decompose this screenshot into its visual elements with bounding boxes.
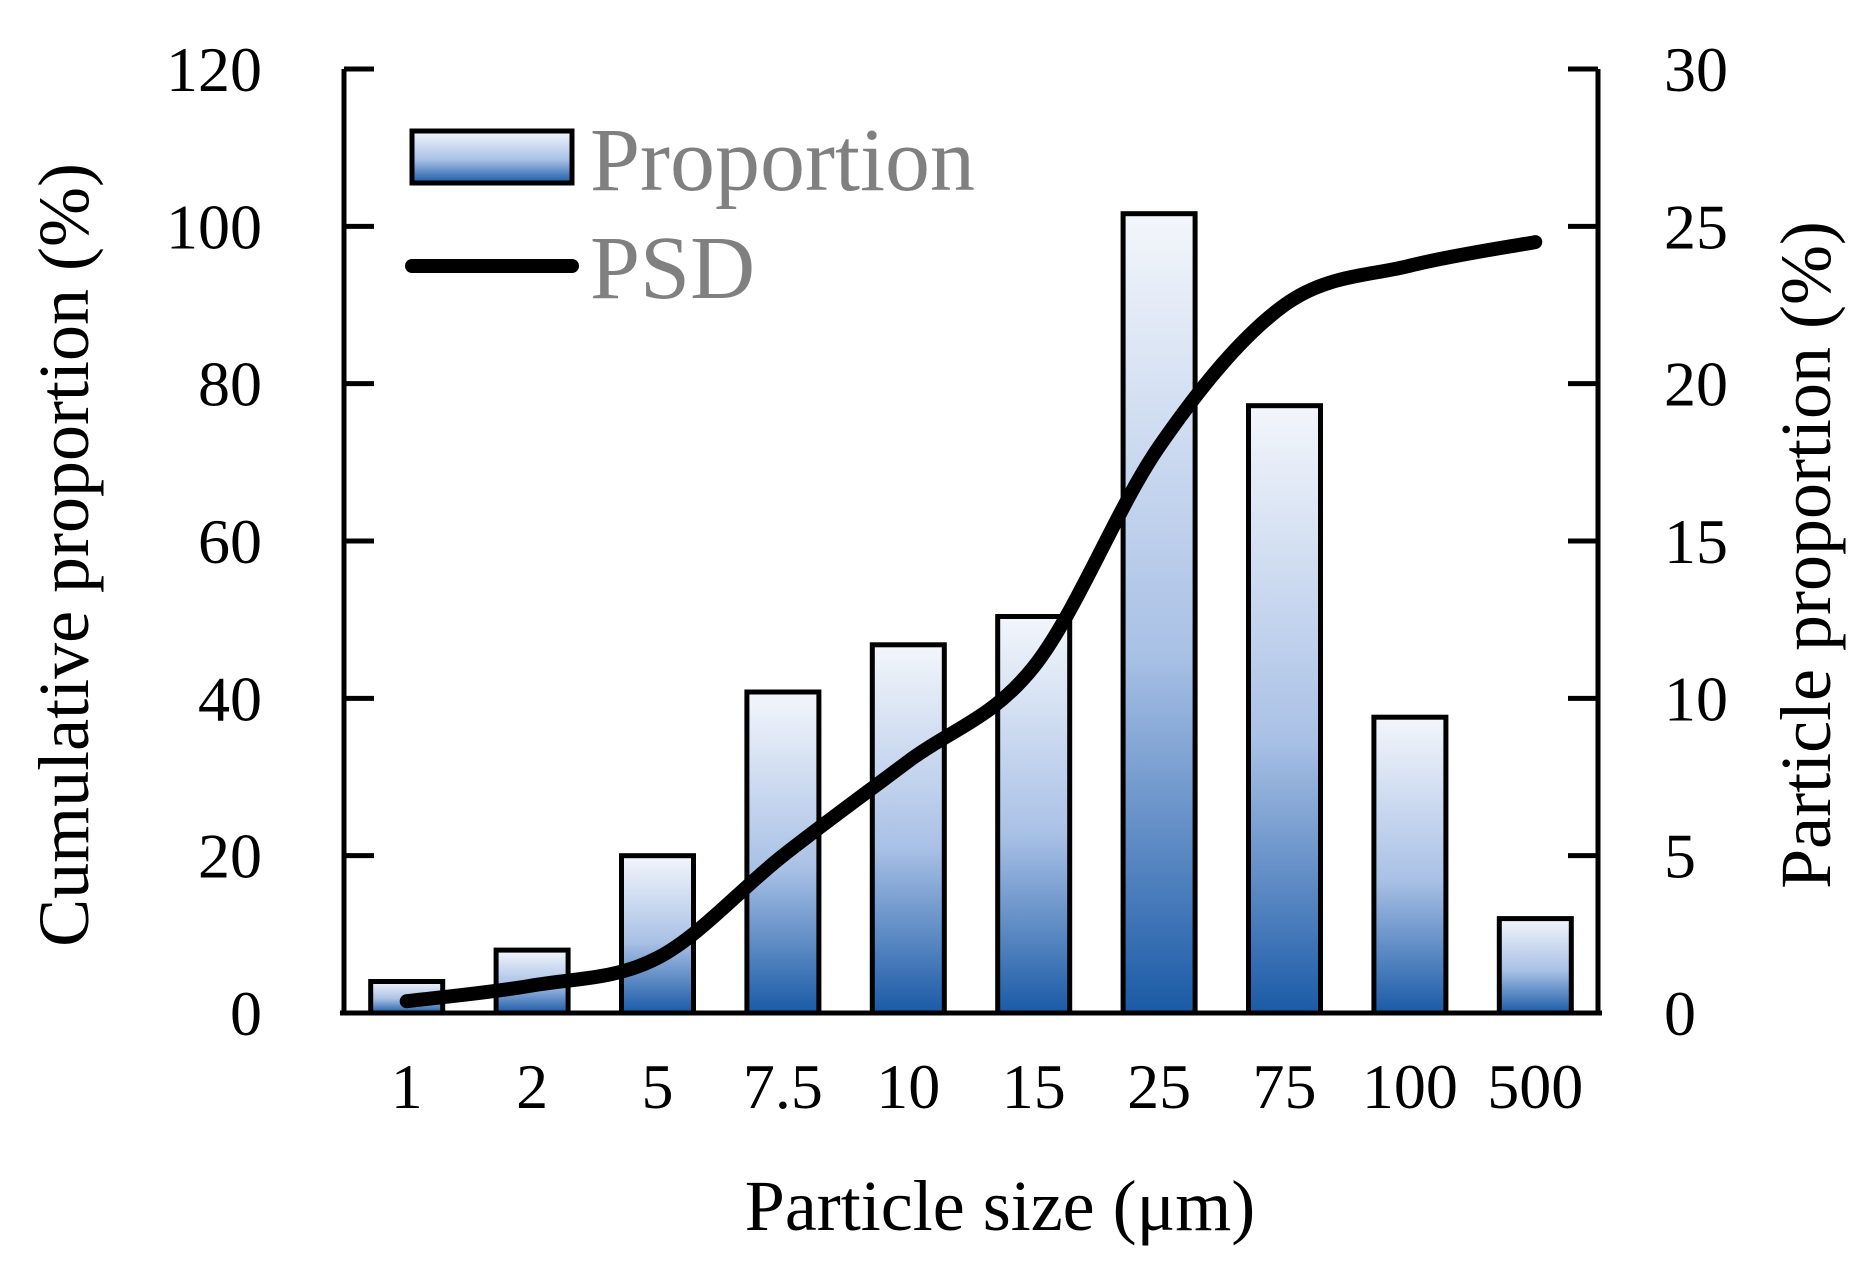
x-tick-label-25: 25 [1127, 1051, 1191, 1122]
right-tick-label-20: 20 [1664, 349, 1728, 420]
x-tick-label-5: 5 [642, 1051, 674, 1122]
bar-500 [1496, 916, 1574, 1016]
legend-proportion-label: Proportion [590, 111, 975, 210]
left-tick-label-60: 60 [198, 506, 262, 577]
right-ticks: 0 5 10 15 20 25 30 [1568, 34, 1728, 1049]
right-tick-label-25: 25 [1664, 191, 1728, 262]
x-tick-label-1: 1 [391, 1051, 423, 1122]
left-axis-title: Cumulative proportion (%) [24, 163, 104, 947]
bars [368, 211, 1574, 1016]
x-tick-label-15: 15 [1002, 1051, 1066, 1122]
x-tick-label-500: 500 [1487, 1051, 1583, 1122]
right-tick-label-5: 5 [1664, 821, 1696, 892]
x-tick-label-10: 10 [876, 1051, 940, 1122]
left-tick-label-40: 40 [198, 663, 262, 734]
x-tick-label-7.5: 7.5 [743, 1051, 823, 1122]
x-tick-labels: 1 2 5 7.5 10 15 25 75 100 500 [391, 1051, 1584, 1122]
x-tick-label-2: 2 [516, 1051, 548, 1122]
left-ticks: 0 20 40 60 80 100 120 [166, 34, 374, 1049]
x-tick-label-75: 75 [1253, 1051, 1317, 1122]
left-tick-label-20: 20 [198, 821, 262, 892]
psd-line [399, 235, 1543, 1009]
right-axis-title: Particle proportion (%) [1766, 221, 1846, 889]
left-tick-label-120: 120 [166, 34, 262, 105]
bar-10 [869, 642, 947, 1016]
legend: Proportion PSD [405, 111, 975, 318]
left-tick-label-80: 80 [198, 349, 262, 420]
right-tick-label-30: 30 [1664, 34, 1728, 105]
legend-bar-swatch [409, 128, 575, 186]
bar-75 [1246, 403, 1323, 1016]
left-tick-label-100: 100 [166, 191, 262, 262]
right-tick-label-0: 0 [1664, 978, 1696, 1049]
x-axis-title: Particle size (μm) [745, 1166, 1255, 1246]
right-tick-label-10: 10 [1664, 663, 1728, 734]
bar-25 [1120, 211, 1198, 1016]
bar-100 [1371, 714, 1449, 1016]
left-tick-label-0: 0 [230, 978, 262, 1049]
psd-line-layer [399, 235, 1543, 1009]
legend-psd-label: PSD [590, 219, 755, 318]
right-tick-label-15: 15 [1664, 506, 1728, 577]
x-tick-label-100: 100 [1362, 1051, 1458, 1122]
